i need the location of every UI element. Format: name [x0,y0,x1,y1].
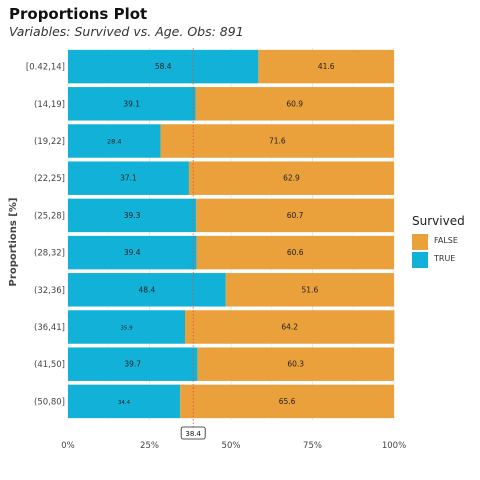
bar-value-label: 51.6 [302,285,319,294]
y-tick-label: (19,22] [34,137,65,147]
bar-value-label: 41.6 [318,62,335,71]
bar-value-label: 48.4 [139,285,156,294]
y-tick-label: (36,41] [34,323,65,333]
bar-value-label: 62.9 [283,174,300,183]
bar-true [68,384,181,419]
bar-value-label: 28.4 [107,138,121,146]
legend-label-false: FALSE [434,236,458,245]
x-tick-label: 50% [222,441,241,451]
bar-value-label: 39.1 [123,99,140,108]
bar-value-label: 35.9 [120,326,133,332]
reference-label: 38.4 [185,430,201,438]
y-tick-label: (14,19] [34,100,65,110]
bar-true [68,198,197,233]
bar-value-label: 39.7 [124,360,141,369]
bar-false [196,198,394,233]
bar-value-label: 58.4 [155,62,172,71]
chart-subtitle: Variables: Survived vs. Age. Obs: 891 [9,24,244,39]
bar-value-label: 60.9 [286,99,303,108]
legend-key-true [412,252,428,268]
bar-false [196,235,394,270]
bar-false [225,273,394,307]
bar-value-label: 39.3 [124,211,141,220]
legend-title: Survived [412,214,465,228]
bar-false [258,49,394,84]
y-tick-label: (25,28] [34,211,65,221]
bar-false [188,161,394,195]
y-axis-label: Proportions [%] [8,198,19,287]
bar-true [68,273,226,307]
bar-false [195,87,394,121]
bar-true [68,347,198,381]
bar-value-label: 71.6 [269,137,286,146]
legend-item-false: FALSE [412,234,472,250]
bar-true [68,310,186,344]
x-tick-label: 0% [61,441,75,451]
chart-title: Proportions Plot [9,5,148,23]
y-tick-label: [0.42,14] [26,63,65,73]
y-tick-label: (28,32] [34,249,65,259]
bar-value-label: 39.4 [124,248,141,257]
y-tick-label: (50,80] [34,397,65,407]
bar-value-label: 60.3 [287,360,304,369]
bar-true [68,49,259,84]
x-tick-label: 75% [303,441,322,451]
y-tick-label: (32,36] [34,286,65,296]
bar-value-label: 60.6 [287,248,304,257]
bar-value-label: 64.2 [281,323,298,332]
bar-value-label: 65.6 [279,397,296,406]
bar-value-label: 37.1 [120,174,137,183]
bar-true [68,124,161,158]
bar-false [185,310,395,344]
y-tick-label: (41,50] [34,360,65,370]
reference-label-box [180,426,206,440]
legend-label-true: TRUE [434,254,456,263]
bar-value-label: 60.7 [287,211,304,220]
bar-false [160,124,394,158]
x-tick-label: 25% [140,441,159,451]
y-tick-label: (22,25] [34,174,65,184]
bar-false [197,347,394,381]
bar-true [68,235,197,270]
bar-true [68,87,196,121]
bar-value-label: 34.4 [118,400,131,406]
legend-item-true: TRUE [412,252,472,268]
bar-false [180,384,394,419]
x-tick-label: 100% [382,441,406,451]
legend-key-false [412,234,428,250]
bar-true [68,161,189,195]
